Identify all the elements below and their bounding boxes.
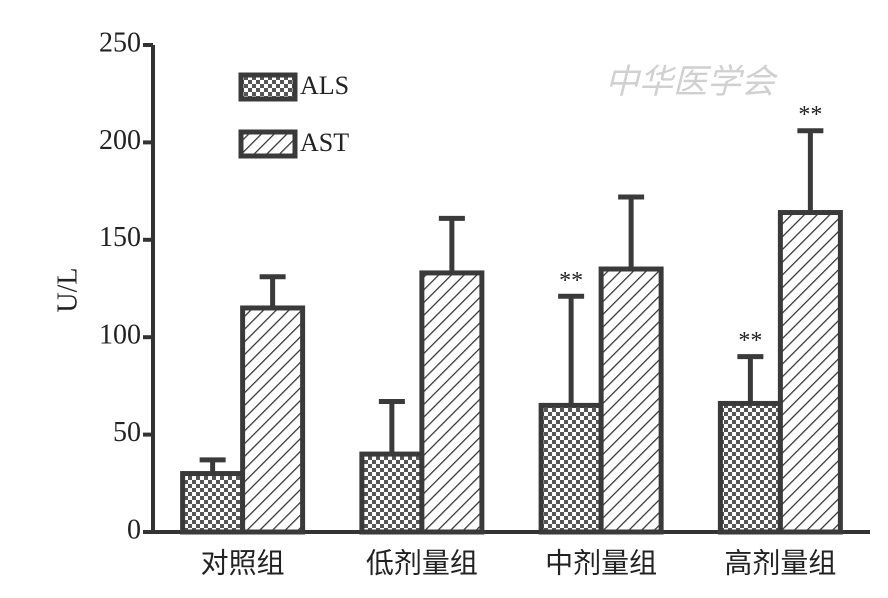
bar bbox=[359, 451, 425, 535]
x-tick-label: 低剂量组 bbox=[366, 547, 478, 579]
x-tick-label: 对照组 bbox=[201, 547, 285, 579]
x-tick-label: 中剂量组 bbox=[545, 547, 657, 579]
y-tick-label: 200 bbox=[99, 125, 141, 156]
significance-label: ** bbox=[738, 328, 762, 354]
y-tick-label: 250 bbox=[99, 27, 141, 58]
y-tick-label: 150 bbox=[99, 222, 141, 253]
bar bbox=[538, 402, 604, 535]
watermark: 中华医学会 bbox=[605, 64, 779, 101]
bar bbox=[180, 471, 246, 535]
significance-label: ** bbox=[559, 268, 583, 294]
bar bbox=[598, 266, 664, 535]
legend-swatch bbox=[238, 129, 298, 159]
legend-swatch bbox=[238, 72, 298, 102]
y-tick-label: 0 bbox=[127, 514, 141, 545]
bar bbox=[777, 210, 843, 535]
bar bbox=[419, 270, 485, 535]
bar bbox=[240, 305, 306, 535]
significance-label: ** bbox=[798, 102, 822, 128]
y-tick-label: 100 bbox=[99, 320, 141, 351]
y-axis-label: U/L bbox=[52, 267, 83, 312]
bar bbox=[717, 400, 783, 535]
x-tick-label: 高剂量组 bbox=[724, 547, 836, 579]
y-tick-label: 50 bbox=[113, 417, 141, 448]
legend-label: ALS bbox=[300, 71, 349, 100]
legend-label: AST bbox=[300, 128, 349, 157]
